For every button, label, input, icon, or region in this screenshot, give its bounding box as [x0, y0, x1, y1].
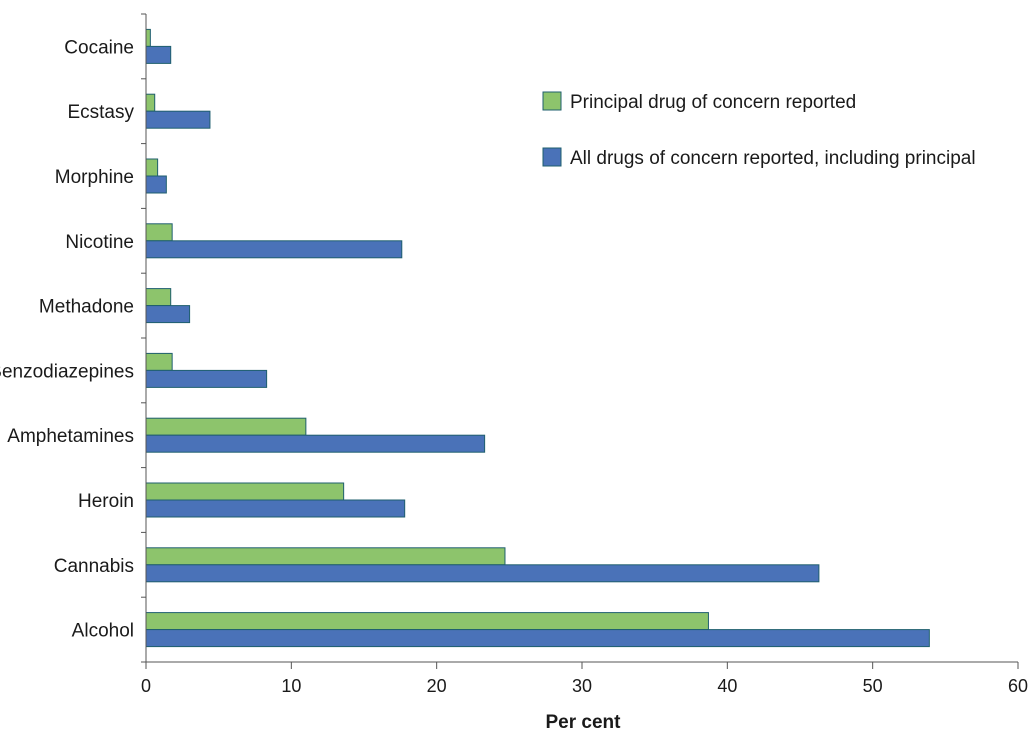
bar-all-benzodiazepines: [145, 369, 268, 388]
bar-all-methadone: [145, 305, 191, 324]
legend: Principal drug of concern reported All dr…: [542, 91, 976, 169]
x-tick-label: 60: [1008, 676, 1028, 696]
category-label-amphetamines: Amphetamines: [7, 426, 134, 447]
bar-all-morphine: [145, 175, 167, 194]
bar-all-nicotine: [145, 240, 403, 259]
axes-layer: [141, 13, 1019, 669]
legend-label-all: All drugs of concern reported, including…: [570, 148, 976, 169]
legend-swatch-principal: [542, 91, 562, 111]
category-label-cannabis: Cannabis: [54, 556, 134, 577]
bar-principal-heroin: [145, 482, 345, 501]
bar-principal-cocaine: [145, 28, 151, 47]
category-label-heroin: Heroin: [78, 491, 134, 512]
bar-principal-cannabis: [145, 547, 506, 566]
legend-label-principal: Principal drug of concern reported: [570, 92, 856, 113]
bar-all-cannabis: [145, 564, 820, 583]
bar-principal-nicotine: [145, 223, 173, 242]
bar-principal-methadone: [145, 288, 172, 307]
x-axis-title: Per cent: [546, 712, 622, 733]
bar-principal-ecstasy: [145, 93, 156, 112]
x-tick-label: 0: [141, 676, 151, 696]
x-tick-label: 10: [281, 676, 301, 696]
labels-layer: Cocaine Ecstasy Morphine Nicotine Methadone B…: [0, 37, 1028, 696]
x-tick-label: 30: [572, 676, 592, 696]
bar-all-ecstasy: [145, 110, 211, 129]
bar-all-heroin: [145, 499, 406, 518]
bars-layer: [145, 28, 930, 648]
category-label-benzodiazepines: Benzodiazepines: [0, 361, 134, 382]
bar-principal-amphetamines: [145, 417, 307, 436]
bar-principal-benzodiazepines: [145, 352, 173, 371]
category-label-morphine: Morphine: [55, 167, 134, 188]
x-tick-label: 40: [717, 676, 737, 696]
bar-principal-morphine: [145, 158, 159, 177]
x-tick-label: 50: [863, 676, 883, 696]
bar-all-amphetamines: [145, 434, 486, 453]
category-label-methadone: Methadone: [39, 297, 134, 318]
legend-swatch-all: [542, 147, 562, 167]
x-tick-label: 20: [427, 676, 447, 696]
bar-all-alcohol: [145, 629, 930, 648]
category-label-nicotine: Nicotine: [65, 232, 134, 253]
category-label-cocaine: Cocaine: [64, 37, 134, 58]
bar-principal-alcohol: [145, 612, 709, 631]
bar-all-cocaine: [145, 45, 172, 64]
category-label-alcohol: Alcohol: [72, 621, 134, 642]
category-label-ecstasy: Ecstasy: [67, 102, 134, 123]
